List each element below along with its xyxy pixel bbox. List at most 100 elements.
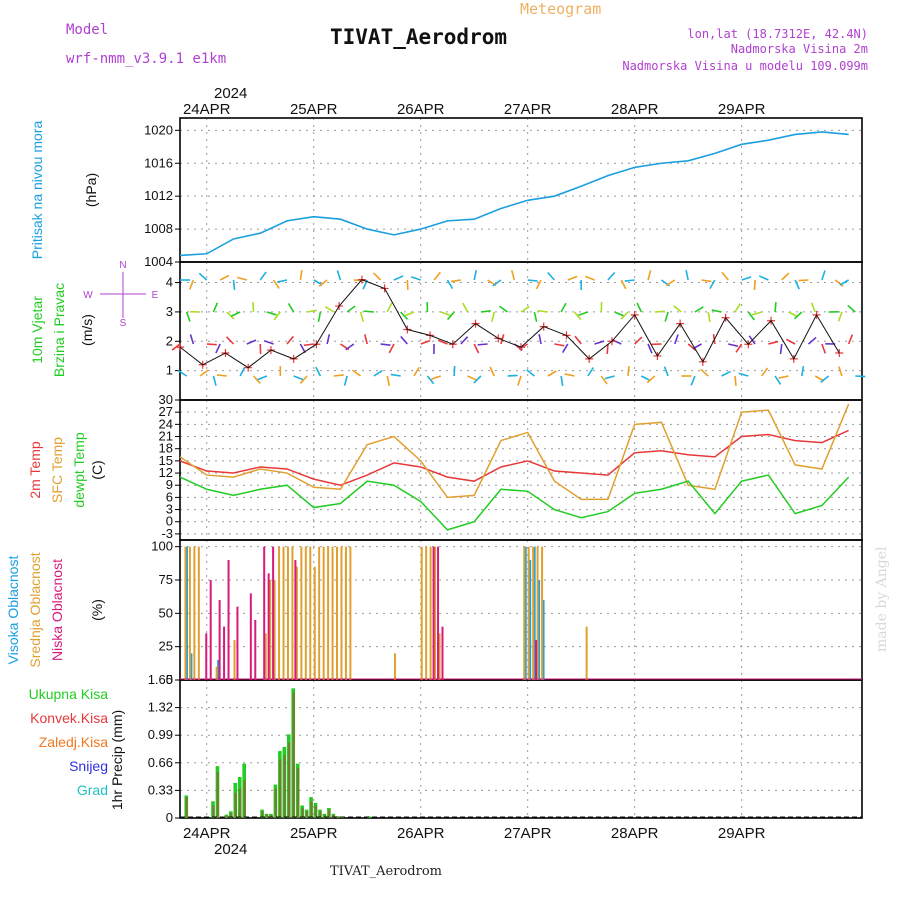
wind-barb (751, 311, 762, 316)
cloud-high-bar (190, 653, 193, 680)
wind-barb (788, 311, 798, 318)
cloud-high-bar (529, 560, 532, 680)
day-label-top: 24APR (183, 101, 231, 118)
wind-barb (640, 375, 651, 382)
wind-barb (446, 311, 455, 321)
wind-barb (685, 270, 689, 281)
precip-conv-bar (238, 788, 242, 818)
precip-legend-item: Konvek.Kisa (30, 710, 108, 726)
temp-2m-line (179, 429, 849, 486)
wind-barb (216, 374, 227, 377)
wind-barb (345, 343, 355, 351)
wind-barb (753, 279, 756, 291)
ytick-label-clouds: 75 (159, 572, 173, 587)
wind-barb (277, 279, 288, 283)
cloud-mid-bar (438, 633, 441, 680)
wind-barb (821, 270, 826, 281)
wind-barb (473, 343, 480, 354)
wind-barb (420, 339, 431, 345)
cloud-mid-bar (527, 546, 530, 680)
wind-barb (527, 279, 538, 282)
day-label-bottom: 26APR (397, 825, 445, 842)
cloud-mid-bar (536, 546, 539, 680)
precip-legend-item: Snijeg (69, 758, 108, 774)
ytick-label-precip: 0.33 (148, 782, 173, 797)
day-label-bottom: 27APR (504, 825, 552, 842)
year-top: 2024 (214, 85, 247, 102)
day-label-top: 25APR (290, 101, 338, 118)
wind-barb (388, 343, 395, 354)
wind-barb (758, 275, 769, 281)
day-label-top: 28APR (611, 101, 659, 118)
wind-barb (711, 309, 722, 313)
wind-barb (259, 271, 267, 281)
ytick-label-precip: 0 (166, 810, 173, 825)
wind-barb (460, 336, 469, 345)
wind-barb (604, 375, 615, 380)
ytick-label-temperature: 6 (166, 489, 173, 504)
ylabel-cloud-unit: (%) (89, 599, 105, 621)
compass-s: S (120, 318, 127, 329)
cloud-high-bar (542, 600, 545, 680)
wind-barb (674, 334, 679, 345)
ylabel-precip: 1hr Precip (mm) (109, 710, 125, 810)
wind-barb (198, 272, 208, 281)
cloud-mid-bar (300, 546, 303, 680)
cloud-mid-bar (309, 546, 312, 680)
precip-total-bar (367, 816, 371, 818)
precip-conv-bar (287, 742, 291, 818)
ytick-label-wind: 2 (166, 333, 173, 348)
wind-barb (273, 311, 281, 321)
cloud-mid-bar (318, 546, 321, 680)
cloud-mid-bar (269, 580, 272, 680)
wind-barb (225, 336, 235, 345)
precip-conv-bar (328, 809, 331, 818)
ylabel-temp-sfc: SFC Temp (49, 437, 65, 503)
wind-barb (230, 311, 241, 317)
wind-barb (533, 311, 538, 322)
cloud-low-bar (218, 600, 221, 680)
wind-barb (664, 311, 669, 322)
day-label-top: 27APR (504, 101, 552, 118)
wind-barb (611, 339, 622, 345)
ylabel-wind-1: 10m Vjetar (29, 296, 45, 364)
wind-barb (489, 366, 495, 377)
wind-barb (185, 311, 191, 322)
precip-conv-bar (261, 811, 264, 818)
wind-barb (560, 375, 564, 387)
cloud-mid-bar (340, 546, 343, 680)
wind-barb (707, 311, 711, 322)
compass-e: E (152, 290, 159, 301)
precip-conv-bar (265, 814, 269, 818)
cloud-low-bar (254, 620, 257, 680)
ylabel-cloud-high: Visoka Oblacnost (5, 556, 21, 665)
frame-clouds (179, 539, 863, 681)
wind-barb (333, 374, 344, 377)
wind-barb (404, 311, 415, 317)
wind-barb (477, 343, 488, 346)
wind-barb (785, 338, 796, 345)
wind-barb (510, 270, 516, 281)
cloud-mid-bar (282, 546, 285, 680)
cloud-mid-bar (344, 546, 347, 680)
wind-barb (189, 279, 195, 290)
precip-conv-bar (212, 805, 215, 818)
wind-barb (450, 279, 461, 283)
wind-barb (665, 279, 676, 287)
wind-barb (393, 275, 404, 281)
wind-barb (526, 369, 535, 377)
precip-conv-bar (274, 788, 278, 818)
model-label: Model (66, 22, 108, 38)
day-label-bottom: 29APR (718, 825, 766, 842)
wind-barb (413, 366, 420, 377)
coords-label: lon,lat (18.7312E, 42.4N) (687, 27, 868, 41)
precip-conv-bar (243, 780, 246, 818)
cloud-mid-bar (215, 666, 218, 680)
wind-barb (701, 279, 712, 283)
wind-barb (306, 309, 318, 313)
wind-barb (781, 272, 790, 281)
precip-legend-item: Zaledj.Kisa (39, 734, 108, 750)
wind-barb (507, 374, 518, 377)
wind-barb (500, 334, 505, 345)
